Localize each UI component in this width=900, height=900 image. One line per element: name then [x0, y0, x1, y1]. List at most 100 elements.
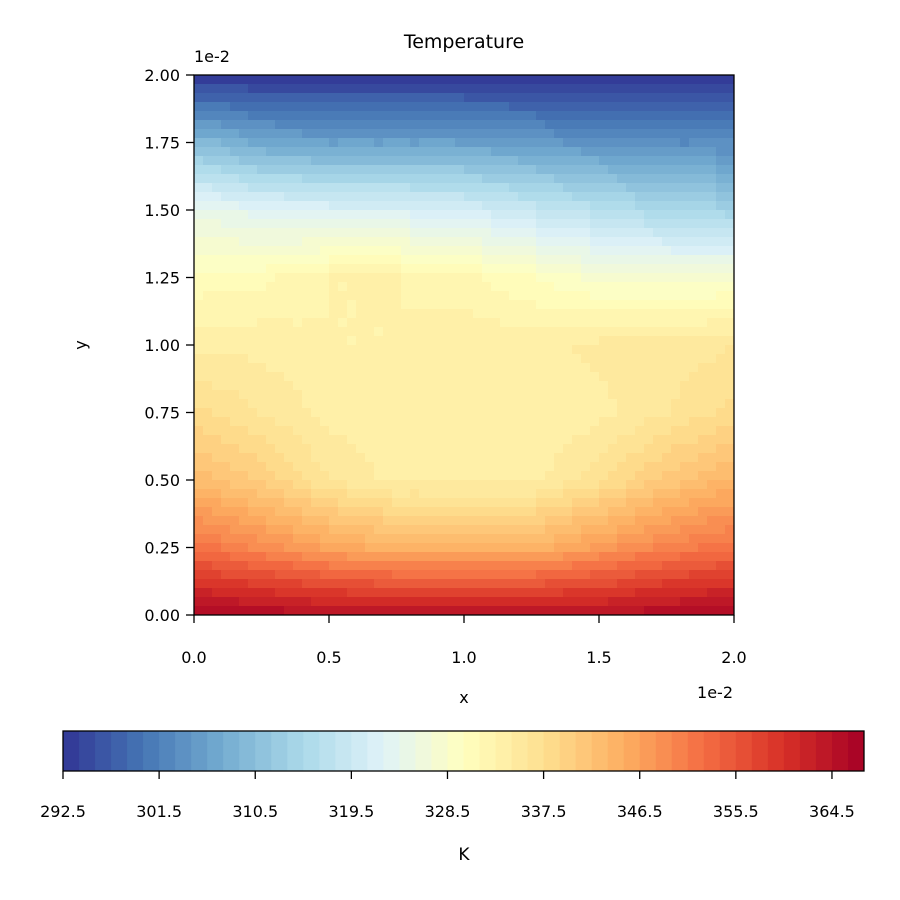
heatmap-cell: [374, 201, 384, 211]
heatmap-cell: [698, 309, 708, 319]
heatmap-cell: [221, 525, 231, 535]
heatmap-cell: [239, 606, 249, 615]
heatmap-cell: [554, 318, 564, 328]
heatmap-cell: [662, 201, 672, 211]
heatmap-cell: [428, 552, 438, 562]
heatmap-cell: [338, 354, 348, 364]
heatmap-cell: [266, 471, 276, 481]
heatmap-cell: [590, 561, 600, 571]
heatmap-cell: [581, 471, 591, 481]
heatmap-cell: [662, 417, 672, 427]
heatmap-cell: [491, 282, 501, 292]
heatmap-cell: [203, 588, 213, 598]
heatmap-cell: [221, 507, 231, 517]
heatmap-cell: [590, 354, 600, 364]
heatmap-cell: [581, 390, 591, 400]
heatmap-cell: [473, 534, 483, 544]
colorbar-tick-label: 346.5: [617, 802, 663, 821]
heatmap-cell: [239, 561, 249, 571]
heatmap-cell: [545, 75, 555, 85]
heatmap-cell: [473, 219, 483, 229]
heatmap-cell: [239, 534, 249, 544]
heatmap-cell: [707, 588, 717, 598]
heatmap-cell: [383, 255, 393, 265]
heatmap-cell: [383, 354, 393, 364]
heatmap-cell: [329, 192, 339, 202]
heatmap-cell: [680, 165, 690, 175]
heatmap-cell: [725, 471, 734, 481]
heatmap-cell: [608, 525, 618, 535]
heatmap-cell: [644, 237, 654, 247]
heatmap-cell: [545, 192, 555, 202]
heatmap-cell: [608, 291, 618, 301]
heatmap-cell: [464, 93, 474, 103]
heatmap-cell: [374, 93, 384, 103]
heatmap-cell: [716, 237, 726, 247]
heatmap-cell: [338, 264, 348, 274]
heatmap-cell: [491, 525, 501, 535]
heatmap-cell: [284, 102, 294, 112]
heatmap-cell: [410, 561, 420, 571]
y-tick-label: 0.00: [144, 606, 180, 625]
heatmap-cell: [563, 201, 573, 211]
heatmap-cell: [347, 570, 357, 580]
heatmap-cell: [392, 390, 402, 400]
heatmap-cell: [644, 588, 654, 598]
heatmap-cell: [482, 579, 492, 589]
heatmap-cell: [626, 480, 636, 490]
heatmap-cell: [320, 201, 330, 211]
heatmap-cell: [383, 471, 393, 481]
heatmap-cell: [410, 300, 420, 310]
heatmap-cell: [554, 489, 564, 499]
heatmap-cell: [221, 426, 231, 436]
heatmap-cell: [491, 255, 501, 265]
colorbar-segment: [255, 731, 272, 771]
heatmap-cell: [509, 84, 519, 94]
heatmap-cell: [662, 255, 672, 265]
heatmap-cell: [482, 183, 492, 193]
heatmap-cell: [464, 435, 474, 445]
heatmap-cell: [500, 363, 510, 373]
heatmap-cell: [401, 489, 411, 499]
heatmap-cell: [518, 156, 528, 166]
heatmap-cell: [527, 498, 537, 508]
heatmap-cell: [671, 165, 681, 175]
heatmap-cell: [716, 246, 726, 256]
heatmap-cell: [356, 462, 366, 472]
heatmap-cell: [698, 174, 708, 184]
heatmap-cell: [491, 228, 501, 238]
heatmap-cell: [194, 444, 204, 454]
heatmap-cell: [338, 129, 348, 139]
heatmap-cell: [275, 435, 285, 445]
heatmap-cell: [455, 138, 465, 148]
heatmap-cell: [266, 480, 276, 490]
heatmap-cell: [455, 372, 465, 382]
heatmap-cell: [248, 327, 258, 337]
heatmap-cell: [284, 408, 294, 418]
heatmap-cell: [293, 192, 303, 202]
heatmap-cell: [464, 408, 474, 418]
heatmap-cell: [464, 426, 474, 436]
heatmap-cell: [707, 426, 717, 436]
heatmap-cell: [383, 309, 393, 319]
heatmap-cell: [617, 327, 627, 337]
heatmap-cell: [410, 453, 420, 463]
heatmap-cell: [473, 210, 483, 220]
heatmap-cell: [293, 543, 303, 553]
heatmap-cell: [707, 561, 717, 571]
heatmap-cell: [716, 129, 726, 139]
heatmap-cell: [617, 84, 627, 94]
heatmap-cell: [518, 327, 528, 337]
heatmap-cell: [383, 147, 393, 157]
heatmap-cell: [338, 534, 348, 544]
colorbar-segment: [303, 731, 320, 771]
heatmap-cell: [284, 165, 294, 175]
heatmap-cell: [626, 174, 636, 184]
heatmap-cell: [725, 507, 734, 517]
heatmap-cell: [680, 534, 690, 544]
heatmap-cell: [536, 318, 546, 328]
heatmap-cell: [365, 210, 375, 220]
heatmap-cell: [635, 381, 645, 391]
heatmap-cell: [527, 318, 537, 328]
heatmap-cell: [284, 336, 294, 346]
